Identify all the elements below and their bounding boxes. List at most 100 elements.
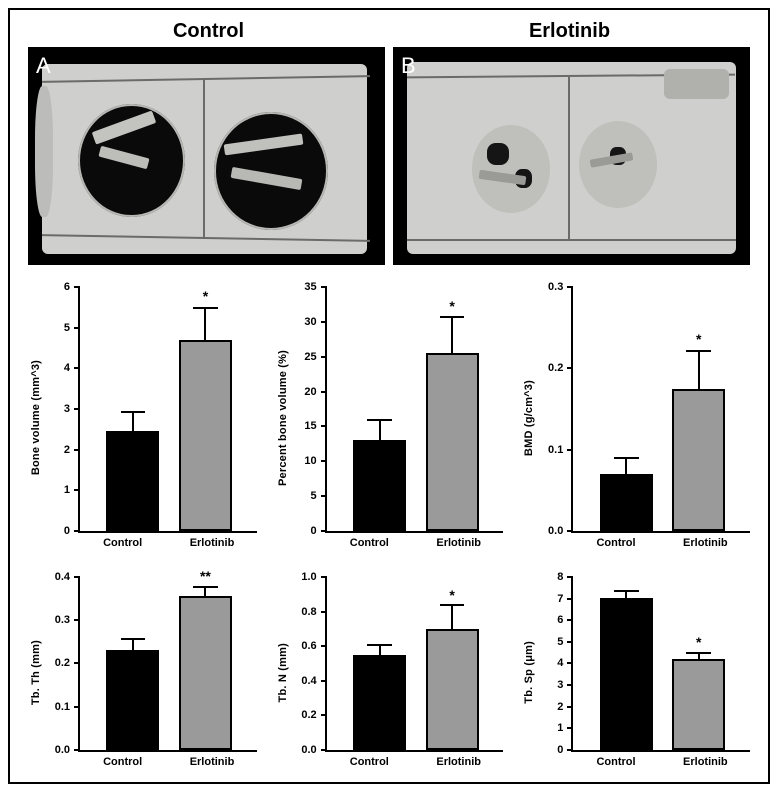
- xlabel-control: Control: [78, 537, 167, 549]
- ytick-label: 35: [304, 281, 316, 293]
- ytick-label: 0: [311, 525, 317, 537]
- xlabel-erlotinib: Erlotinib: [167, 756, 256, 768]
- ytick-label: 6: [64, 281, 70, 293]
- significance-marker: *: [696, 331, 701, 347]
- xlabel-control: Control: [571, 756, 660, 768]
- title-control: Control: [28, 20, 389, 43]
- bar: [179, 340, 232, 531]
- ytick-label: 0.6: [301, 640, 316, 652]
- error-bar: [698, 654, 700, 659]
- error-bar: [451, 606, 453, 628]
- ytick-label: 2: [557, 701, 563, 713]
- ylabel: Tb. Th (mm): [28, 640, 42, 705]
- ytick-label: 0: [64, 525, 70, 537]
- ytick-label: 3: [557, 679, 563, 691]
- ytick-label: 0.0: [301, 744, 316, 756]
- significance-marker: *: [203, 288, 208, 304]
- ytick-label: 20: [304, 386, 316, 398]
- xlabel-erlotinib: Erlotinib: [414, 756, 503, 768]
- ytick-label: 0.4: [55, 571, 70, 583]
- ytick-label: 1: [64, 484, 70, 496]
- significance-marker: **: [200, 568, 211, 584]
- ytick-label: 5: [557, 636, 563, 648]
- axes: 012345678*: [571, 577, 750, 752]
- ytick-label: 15: [304, 420, 316, 432]
- error-bar: [204, 309, 206, 339]
- error-cap: [193, 307, 218, 309]
- ytick-label: 0.2: [55, 657, 70, 669]
- bar: [672, 389, 725, 531]
- ytick-label: 30: [304, 316, 316, 328]
- error-cap: [121, 411, 146, 413]
- error-bar: [698, 352, 700, 389]
- ytick-label: 4: [557, 657, 563, 669]
- bar: [426, 353, 479, 531]
- bar: [353, 655, 406, 750]
- ytick-label: 2: [64, 444, 70, 456]
- axes: 05101520253035*: [325, 287, 504, 533]
- bar: [672, 659, 725, 750]
- ytick-label: 10: [304, 455, 316, 467]
- panel-label-b: B: [401, 53, 416, 79]
- bar: [106, 650, 159, 750]
- panel-label-a: A: [36, 53, 51, 79]
- ct-image-row: A B: [28, 47, 750, 265]
- significance-marker: *: [449, 298, 454, 314]
- error-cap: [440, 316, 465, 318]
- axes: 0123456*: [78, 287, 257, 533]
- error-cap: [686, 350, 711, 352]
- ct-panel-control: A: [28, 47, 385, 265]
- significance-marker: *: [696, 634, 701, 650]
- ytick-label: 0.1: [548, 444, 563, 456]
- xlabel-erlotinib: Erlotinib: [167, 537, 256, 549]
- ytick-label: 8: [557, 571, 563, 583]
- error-bar: [132, 640, 134, 650]
- xlabel-control: Control: [325, 756, 414, 768]
- error-bar: [204, 588, 206, 597]
- ytick-label: 0.3: [55, 614, 70, 626]
- ytick-label: 7: [557, 593, 563, 605]
- ytick-label: 0.3: [548, 281, 563, 293]
- error-bar: [625, 592, 627, 597]
- axes: 0.00.20.40.60.81.0*: [325, 577, 504, 752]
- ytick-label: 0.2: [548, 362, 563, 374]
- error-bar: [379, 646, 381, 655]
- ytick-label: 0.2: [301, 709, 316, 721]
- ytick-label: 5: [64, 322, 70, 334]
- bar: [106, 431, 159, 531]
- bar: [179, 596, 232, 750]
- panel-titles: Control Erlotinib: [28, 20, 750, 43]
- xlabel-control: Control: [325, 537, 414, 549]
- xlabel-control: Control: [78, 756, 167, 768]
- ytick-label: 6: [557, 614, 563, 626]
- ylabel: Percent bone volume (%): [275, 350, 289, 486]
- chart-tb_sp: Tb. Sp (μm) 012345678* ControlErlotinib: [521, 577, 750, 768]
- bar: [426, 629, 479, 750]
- ylabel: BMD (g/cm^3): [521, 380, 535, 456]
- title-erlotinib: Erlotinib: [389, 20, 750, 43]
- error-cap: [440, 604, 465, 606]
- error-bar: [625, 459, 627, 474]
- ylabel: Tb. N (mm): [275, 643, 289, 702]
- bar: [353, 440, 406, 531]
- error-cap: [686, 652, 711, 654]
- charts-grid: Bone volume (mm^3)0123456*ControlErlotin…: [28, 287, 750, 768]
- axes: 0.00.10.20.30.4**: [78, 577, 257, 752]
- ytick-label: 0.0: [55, 744, 70, 756]
- ytick-label: 0.8: [301, 606, 316, 618]
- ylabel: Tb. Sp (μm): [521, 641, 535, 704]
- chart-tb_th: Tb. Th (mm) 0.00.10.20.30.4** ControlErlot…: [28, 577, 257, 768]
- ytick-label: 0.4: [301, 675, 316, 687]
- chart-bone_volume: Bone volume (mm^3)0123456*ControlErlotin…: [28, 287, 257, 549]
- xlabel-erlotinib: Erlotinib: [414, 537, 503, 549]
- ytick-label: 1: [557, 722, 563, 734]
- error-cap: [121, 638, 146, 640]
- ytick-label: 5: [311, 490, 317, 502]
- ct-panel-erlotinib: B: [393, 47, 750, 265]
- bar: [600, 598, 653, 751]
- xlabel-erlotinib: Erlotinib: [661, 756, 750, 768]
- error-cap: [614, 590, 639, 592]
- error-cap: [367, 419, 392, 421]
- figure-container: Control Erlotinib A B: [8, 8, 770, 784]
- axes: 0.00.10.20.3*: [571, 287, 750, 533]
